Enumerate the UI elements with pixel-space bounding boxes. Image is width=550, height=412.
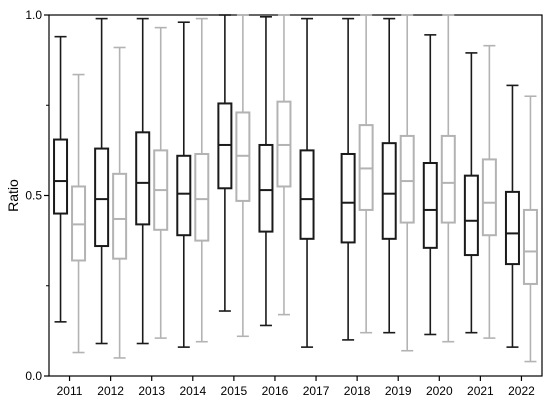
x-tick-label: 2016: [262, 384, 289, 398]
x-tick-label: 2014: [179, 384, 206, 398]
box-iqr: [422, 162, 438, 249]
box-iqr: [399, 134, 415, 224]
x-tick-label: 2013: [138, 384, 165, 398]
box-2021-series-2: [481, 44, 497, 339]
box-2012-series-2: [112, 46, 128, 359]
box-2020-series-1: [422, 34, 438, 336]
box-2014-series-2: [194, 17, 210, 343]
box-2016-series-2: [276, 14, 292, 316]
x-tick-label: 2018: [344, 384, 371, 398]
box-iqr: [194, 152, 210, 242]
box-2021-series-1: [463, 52, 479, 334]
box-2022-series-1: [504, 84, 520, 348]
box-2018-series-1: [340, 17, 356, 341]
box-iqr: [53, 138, 69, 215]
box-2018-series-2: [358, 14, 374, 334]
box-iqr: [135, 131, 151, 226]
x-tick-label: 2017: [303, 384, 330, 398]
box-iqr: [112, 172, 128, 260]
box-2017-series-1: [299, 17, 315, 348]
box-2013-series-1: [135, 17, 151, 345]
box-iqr: [176, 154, 192, 237]
box-iqr: [440, 134, 456, 224]
box-iqr: [340, 152, 356, 244]
box-iqr: [258, 143, 274, 233]
box-iqr: [381, 142, 397, 240]
box-iqr: [463, 174, 479, 257]
y-axis-label: Ratio: [5, 179, 21, 212]
box-2019-series-1: [381, 17, 397, 334]
box-2011-series-1: [53, 35, 69, 323]
box-2022-series-2: [522, 95, 538, 363]
box-2016-series-1: [258, 16, 274, 327]
box-iqr: [94, 147, 110, 248]
y-tick-label: 0.5: [25, 189, 42, 203]
box-2012-series-1: [94, 17, 110, 345]
box-2015-series-2: [235, 14, 251, 338]
x-tick-label: 2011: [57, 384, 83, 398]
x-tick-label: 2022: [508, 384, 535, 398]
x-tick-label: 2012: [97, 384, 124, 398]
box-2015-series-1: [217, 14, 233, 312]
box-2020-series-2: [440, 14, 456, 343]
box-iqr: [299, 149, 315, 240]
x-tick-label: 2015: [221, 384, 248, 398]
x-tick-label: 2021: [467, 384, 494, 398]
box-2013-series-2: [153, 26, 169, 339]
box-2011-series-2: [71, 73, 87, 354]
y-tick-label: 1.0: [25, 8, 42, 22]
x-tick-label: 2019: [385, 384, 412, 398]
box-2014-series-1: [176, 21, 192, 348]
box-iqr: [504, 190, 520, 266]
box-2019-series-2: [399, 14, 415, 352]
y-tick-label: 0.0: [25, 369, 42, 383]
box-iqr: [522, 208, 538, 285]
box-iqr: [481, 158, 497, 237]
x-tick-label: 2020: [426, 384, 453, 398]
